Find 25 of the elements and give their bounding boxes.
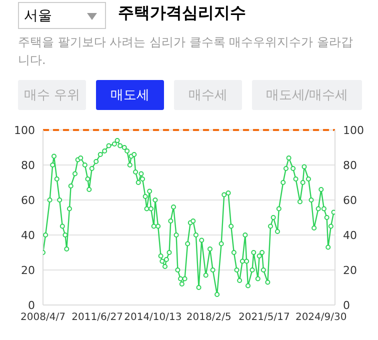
y2-tick-label: 60: [343, 194, 357, 207]
y2-tick-label: 100: [343, 124, 364, 137]
x-tick-label: 2008/4/7: [20, 312, 66, 324]
y-tick-label: 60: [21, 194, 35, 207]
text: 매도세/매수세: [252, 80, 362, 110]
text: 매도세: [96, 80, 164, 110]
x-tick-label: 2011/6/27: [72, 312, 123, 324]
x-tick-label: 2021/5/17: [238, 312, 290, 324]
text: 서울: [18, 2, 106, 29]
y2-tick-label: 80: [343, 158, 357, 172]
text: 매수세: [174, 80, 242, 110]
y2-tick-label: 0: [343, 298, 350, 312]
y2-tick-label: 40: [343, 228, 357, 242]
y-tick-label: 0: [28, 298, 35, 312]
x-tick-label: 2018/2/5: [186, 312, 232, 324]
y-tick-label: 100: [14, 124, 35, 137]
y-tick-label: 80: [21, 158, 35, 172]
text: 매수 우위: [18, 80, 86, 110]
y-tick-label: 20: [21, 264, 35, 277]
x-tick-label: 2024/9/30: [295, 312, 347, 324]
y2-tick-label: 20: [343, 264, 357, 277]
x-tick-label: 2014/10/13: [124, 312, 182, 324]
chart-subtitle: 주택을 팔기보다 사려는 심리가 클수록 매수우위지수가 올라갑니다.: [18, 34, 354, 69]
chart-title: 주택가격심리지수: [118, 3, 246, 24]
y-tick-label: 40: [21, 228, 35, 242]
